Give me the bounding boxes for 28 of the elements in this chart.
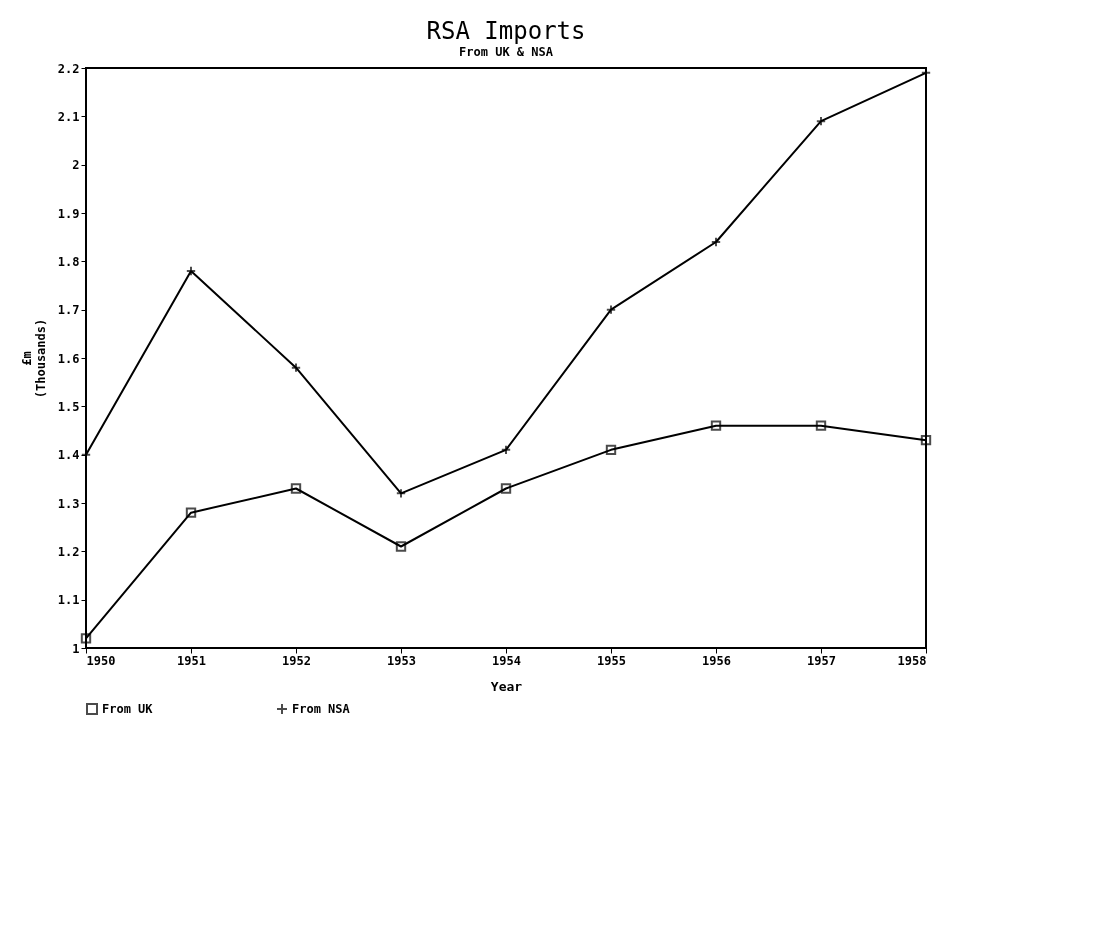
x-tick-label: 1957 <box>807 653 836 668</box>
y-tick-label: 1.8 <box>57 254 80 269</box>
y-tick-label: 1.1 <box>57 593 80 608</box>
y-tick-label: 1.2 <box>57 544 80 559</box>
y-tick-label: 1.6 <box>57 351 80 366</box>
y-axis-title: £m (Thousands) <box>19 318 48 399</box>
x-tick-label: 1953 <box>387 653 416 668</box>
y-tick-label: 1.3 <box>57 496 80 511</box>
x-tick-label: 1952 <box>282 653 311 668</box>
y-tick-label: 1.5 <box>57 399 80 414</box>
x-tick-label: 1956 <box>702 653 731 668</box>
y-tick-label: 1.4 <box>57 448 80 463</box>
x-tick-label: 1958 <box>897 653 927 668</box>
x-tick-label: 1954 <box>492 653 521 668</box>
y-tick-label: 2.2 <box>57 61 80 76</box>
x-tick-label: 1950 <box>86 653 116 668</box>
legend-label: From NSA <box>292 702 351 716</box>
y-tick-label: 1 <box>72 641 80 656</box>
y-tick-label: 1.7 <box>57 303 80 318</box>
chart-title: RSA Imports <box>426 17 586 45</box>
legend-label: From UK <box>102 702 154 716</box>
y-tick-label: 2 <box>72 158 80 173</box>
y-tick-label: 1.9 <box>57 206 80 221</box>
y-tick-label: 2.1 <box>57 109 80 124</box>
x-axis-title: Year <box>490 678 523 694</box>
x-tick-label: 1955 <box>597 653 626 668</box>
x-tick-label: 1951 <box>177 653 206 668</box>
chart-subtitle: From UK & NSA <box>459 45 554 59</box>
